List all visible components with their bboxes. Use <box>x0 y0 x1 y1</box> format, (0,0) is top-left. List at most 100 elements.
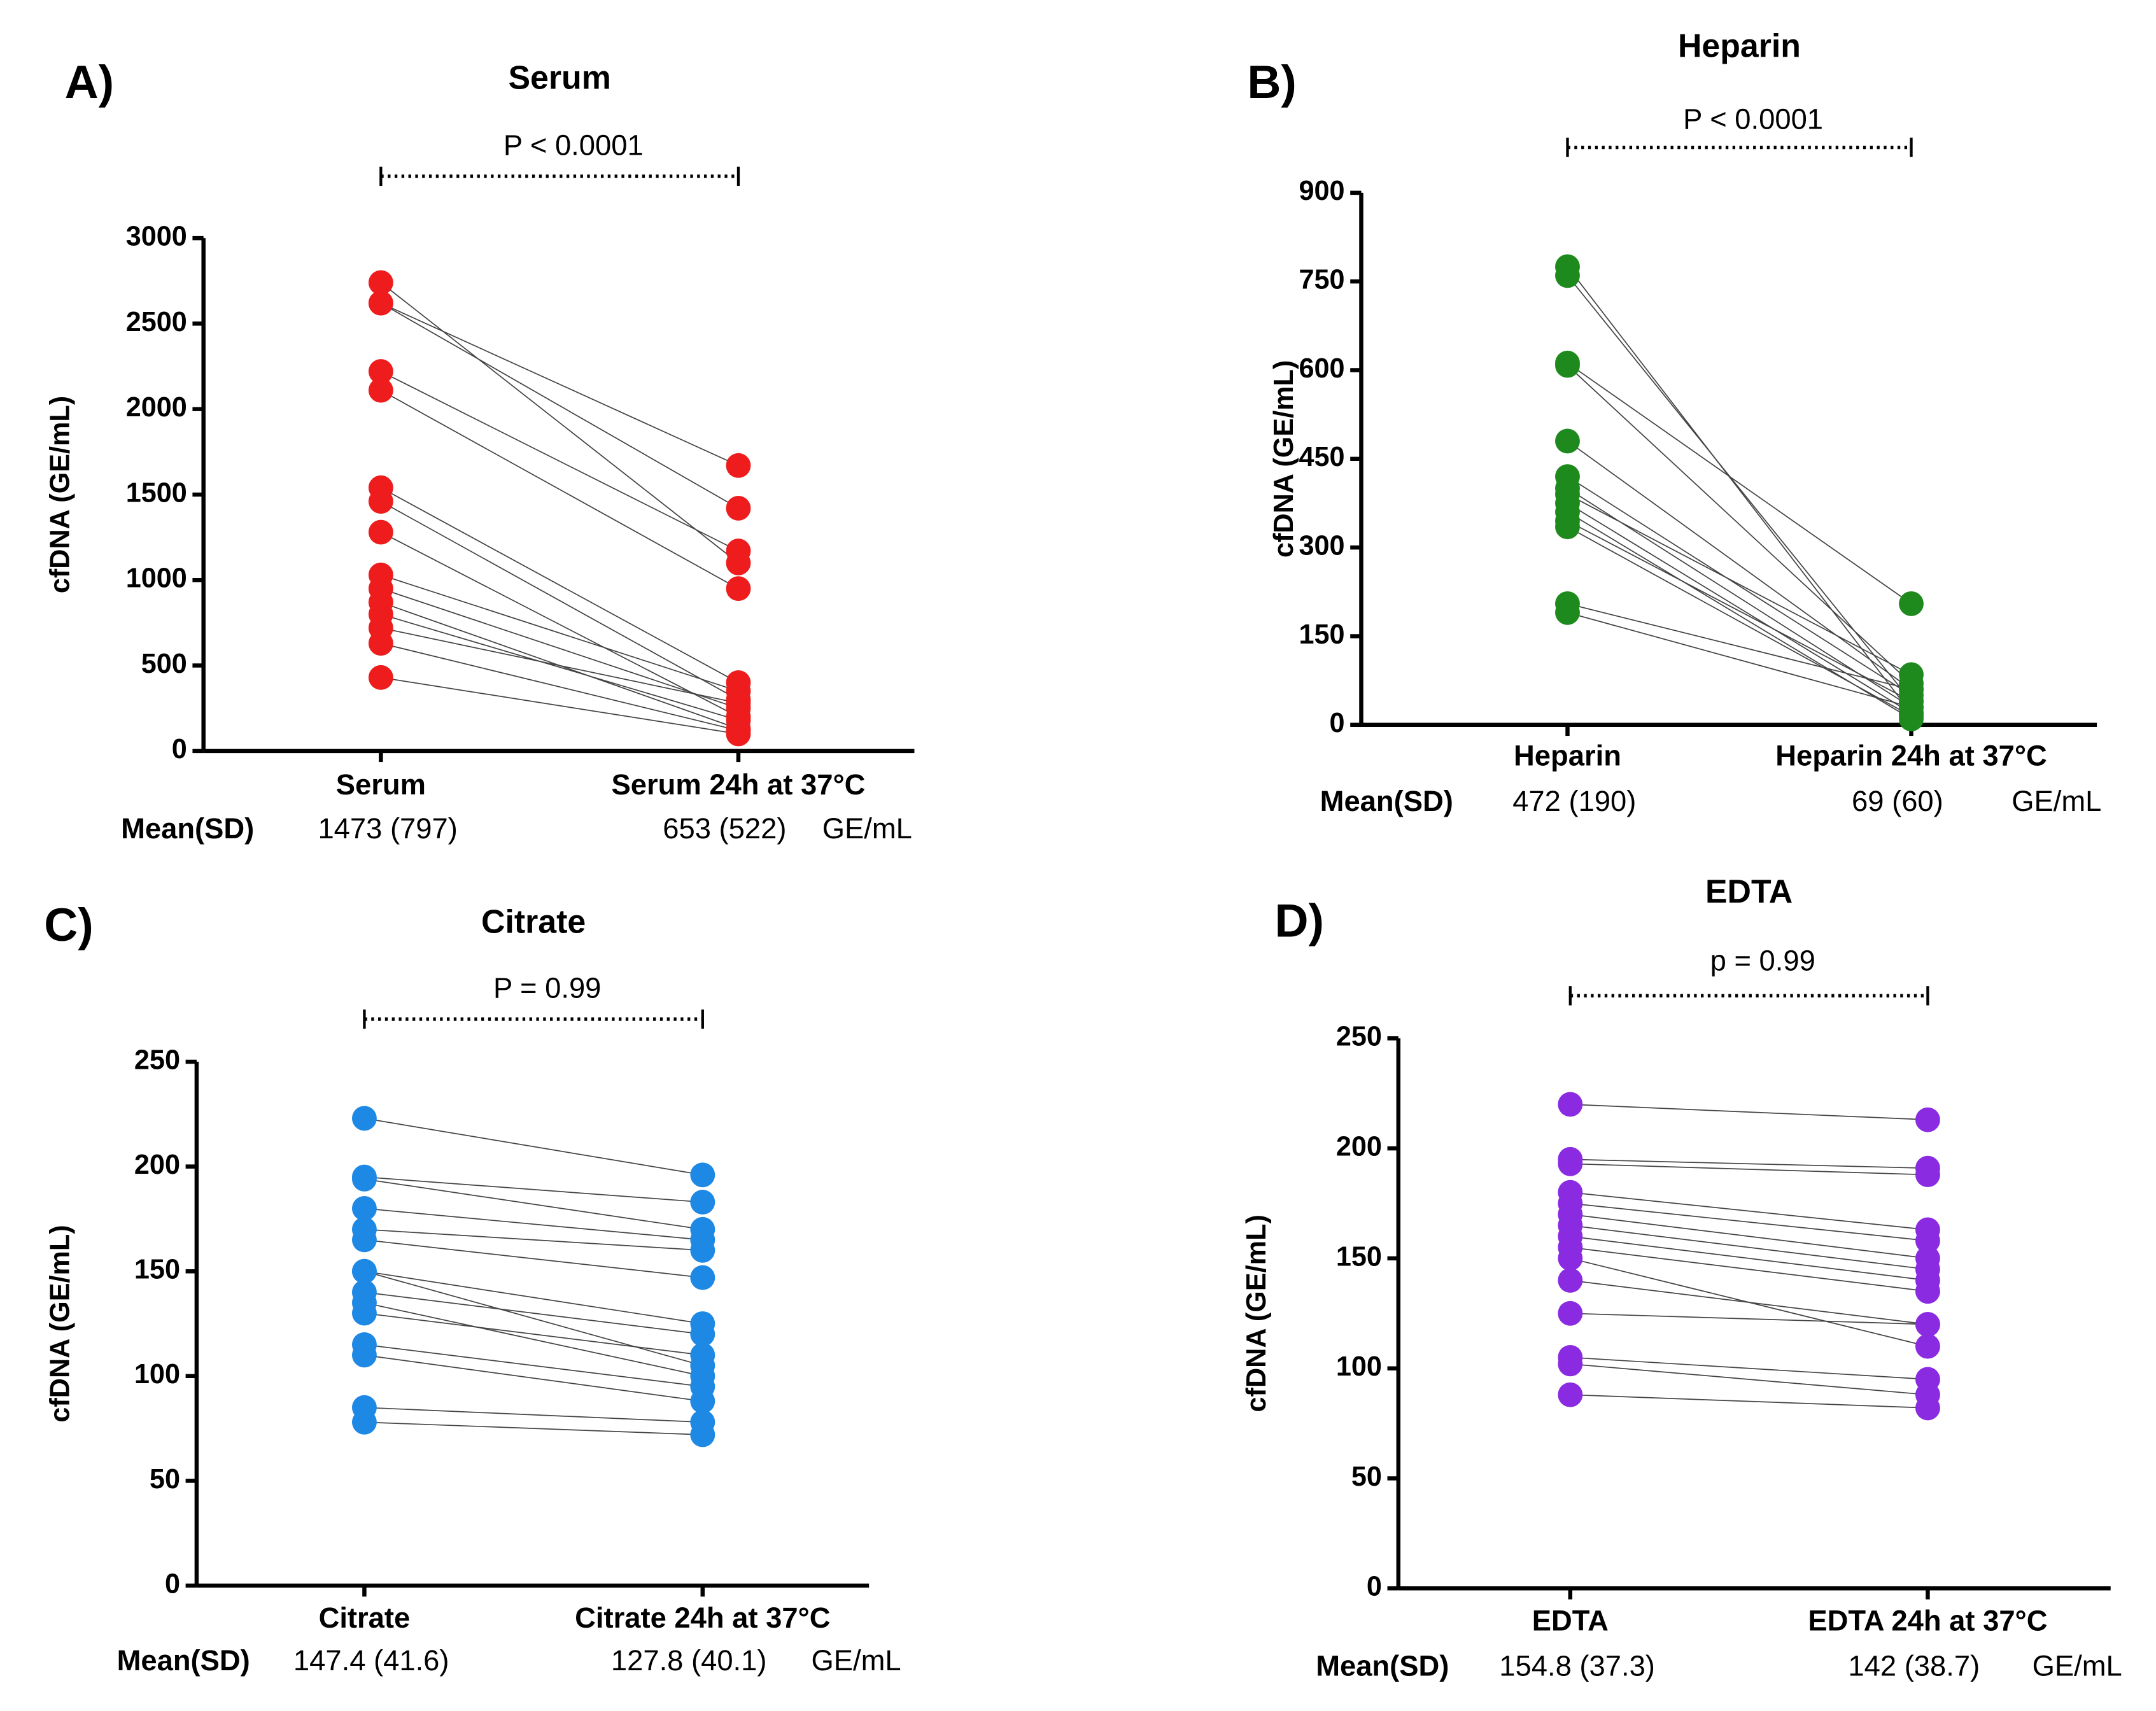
pair-line <box>364 1421 703 1435</box>
pair-line <box>1570 1163 1928 1176</box>
mean-label: Mean(SD) <box>121 812 254 845</box>
p-value: P < 0.0001 <box>504 129 644 162</box>
data-point <box>1899 694 1924 720</box>
pair-line <box>1570 1313 1928 1325</box>
panel-label: D) <box>1275 894 1325 947</box>
data-point <box>690 1237 715 1263</box>
pair-line <box>1567 603 1912 690</box>
mean-label: Mean(SD) <box>117 1644 250 1677</box>
data-point <box>351 1227 377 1253</box>
data-point <box>726 691 751 716</box>
y-tick-label: 0 <box>172 734 187 764</box>
data-point <box>1915 1228 1940 1253</box>
pair-line <box>364 1407 703 1423</box>
y-tick-label: 0 <box>165 1568 180 1599</box>
data-point <box>1915 1312 1940 1337</box>
x-tick-label: Citrate 24h at 37°C <box>575 1602 830 1634</box>
y-tick-label: 50 <box>1351 1461 1382 1492</box>
pair-line <box>381 677 739 735</box>
data-point <box>351 1106 377 1131</box>
y-tick-label: 600 <box>1299 353 1344 384</box>
pair-line <box>364 1229 703 1251</box>
pair-line <box>364 1271 703 1325</box>
x-tick-label: Citrate <box>319 1602 411 1634</box>
y-tick-label: 2500 <box>126 307 187 337</box>
data-point <box>726 453 751 478</box>
y-tick-label: 2000 <box>126 392 187 423</box>
y-tick-label: 250 <box>134 1045 180 1075</box>
data-point <box>1558 1300 1583 1326</box>
y-tick-label: 500 <box>141 649 187 679</box>
data-point <box>1558 1351 1583 1377</box>
y-tick-label: 200 <box>134 1150 180 1180</box>
pair-line <box>1567 526 1912 717</box>
pair-line <box>1570 1246 1928 1292</box>
unit-label: GE/mL <box>811 1644 901 1677</box>
pair-line <box>381 588 739 709</box>
data-point <box>726 496 751 521</box>
data-point <box>690 1342 715 1368</box>
pair-line <box>1567 362 1912 605</box>
data-point <box>690 1321 715 1347</box>
y-tick-label: 0 <box>1367 1572 1382 1602</box>
data-point <box>726 539 751 564</box>
data-point <box>351 1409 377 1435</box>
pair-line <box>364 1118 703 1176</box>
p-value: p = 0.99 <box>1710 944 1815 976</box>
mean-value: 127.8 (40.1) <box>611 1644 767 1677</box>
data-point <box>368 359 393 384</box>
panel-label: C) <box>44 899 94 951</box>
data-point <box>1558 1268 1583 1293</box>
y-tick-label: 1000 <box>126 563 187 594</box>
pair-line <box>380 390 739 589</box>
data-point <box>1899 677 1924 702</box>
x-tick-label: EDTA 24h at 37°C <box>1808 1604 2047 1637</box>
mean-value: 472 (190) <box>1512 785 1636 817</box>
pair-line <box>381 642 739 731</box>
pair-line <box>1567 266 1912 714</box>
unit-label: GE/mL <box>2012 785 2101 817</box>
pair-line <box>1570 1225 1928 1271</box>
pair-line <box>380 302 739 467</box>
pair-line <box>380 487 739 684</box>
pair-line <box>1570 1279 1928 1325</box>
pair-line <box>380 302 739 509</box>
pair-line <box>1570 1356 1928 1380</box>
pair-line <box>1567 612 1912 708</box>
pair-line <box>381 574 739 692</box>
x-tick-label: Serum <box>336 768 426 801</box>
x-tick-label: Serum 24h at 37°C <box>612 768 866 801</box>
data-point <box>351 1342 377 1368</box>
data-point <box>368 665 393 690</box>
mean-value: 1473 (797) <box>318 812 457 845</box>
pair-line <box>380 370 739 552</box>
pair-line <box>1570 1236 1928 1281</box>
pair-line <box>1567 365 1912 684</box>
pair-line <box>1570 1213 1928 1259</box>
pair-line <box>364 1292 703 1335</box>
data-point <box>1915 1395 1940 1421</box>
y-axis-label: cfDNA (GE/mL) <box>45 1225 76 1422</box>
pair-line <box>1567 440 1912 690</box>
mean-label: Mean(SD) <box>1316 1650 1449 1682</box>
x-tick-label: Heparin <box>1514 740 1621 772</box>
data-point <box>1555 428 1580 454</box>
pair-line <box>1567 475 1912 696</box>
pair-line <box>380 500 739 701</box>
data-point <box>1915 1334 1940 1359</box>
data-point <box>1558 1382 1583 1407</box>
pair-line <box>381 627 739 704</box>
mean-value: 69 (60) <box>1852 785 1943 817</box>
pair-line <box>1570 1363 1928 1396</box>
mean-value: 154.8 (37.3) <box>1499 1650 1655 1682</box>
data-point <box>368 377 393 403</box>
panel-label: A) <box>65 56 114 108</box>
data-point <box>368 519 393 545</box>
pair-line <box>380 282 739 564</box>
data-point <box>1915 1107 1940 1132</box>
y-tick-label: 100 <box>1336 1351 1382 1382</box>
unit-label: GE/mL <box>822 812 912 845</box>
y-tick-label: 150 <box>1299 619 1344 650</box>
y-tick-label: 750 <box>1299 265 1344 295</box>
pair-line <box>381 614 739 721</box>
